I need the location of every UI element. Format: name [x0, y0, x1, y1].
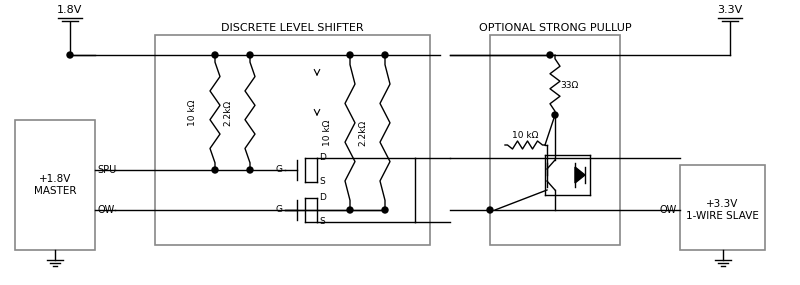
Circle shape: [247, 167, 253, 173]
Text: +1.8V
MASTER: +1.8V MASTER: [34, 174, 76, 196]
Text: OPTIONAL STRONG PULLUP: OPTIONAL STRONG PULLUP: [478, 23, 631, 33]
Circle shape: [487, 207, 493, 213]
Text: +3.3V
1-WIRE SLAVE: +3.3V 1-WIRE SLAVE: [686, 199, 759, 221]
Circle shape: [212, 52, 218, 58]
Text: G: G: [276, 166, 283, 174]
Text: DISCRETE LEVEL SHIFTER: DISCRETE LEVEL SHIFTER: [221, 23, 364, 33]
Polygon shape: [575, 167, 585, 183]
Text: 10 kΩ: 10 kΩ: [512, 131, 538, 139]
Circle shape: [67, 52, 73, 58]
Bar: [155, 35, 430, 245]
Text: OW: OW: [660, 205, 677, 215]
Circle shape: [212, 167, 218, 173]
Text: SPU: SPU: [97, 165, 116, 175]
Circle shape: [347, 52, 353, 58]
Text: OW: OW: [97, 205, 114, 215]
Text: D: D: [319, 154, 326, 162]
Circle shape: [552, 112, 558, 118]
Text: 2.2kΩ: 2.2kΩ: [358, 119, 367, 146]
Text: S: S: [319, 217, 325, 227]
Text: D: D: [319, 194, 326, 203]
Circle shape: [382, 207, 388, 213]
Text: 10 kΩ: 10 kΩ: [188, 99, 197, 126]
Text: 2.2kΩ: 2.2kΩ: [223, 99, 232, 126]
Text: 33Ω: 33Ω: [560, 80, 578, 89]
Circle shape: [547, 52, 553, 58]
Bar: [490, 35, 620, 245]
Text: 1.8V: 1.8V: [58, 5, 82, 15]
Bar: [680, 165, 765, 250]
Circle shape: [347, 207, 353, 213]
Text: 3.3V: 3.3V: [718, 5, 742, 15]
Text: 10 kΩ: 10 kΩ: [323, 119, 332, 146]
Text: G: G: [276, 205, 283, 215]
Circle shape: [247, 52, 253, 58]
Circle shape: [382, 52, 388, 58]
Text: S: S: [319, 178, 325, 186]
Bar: [15, 120, 95, 250]
